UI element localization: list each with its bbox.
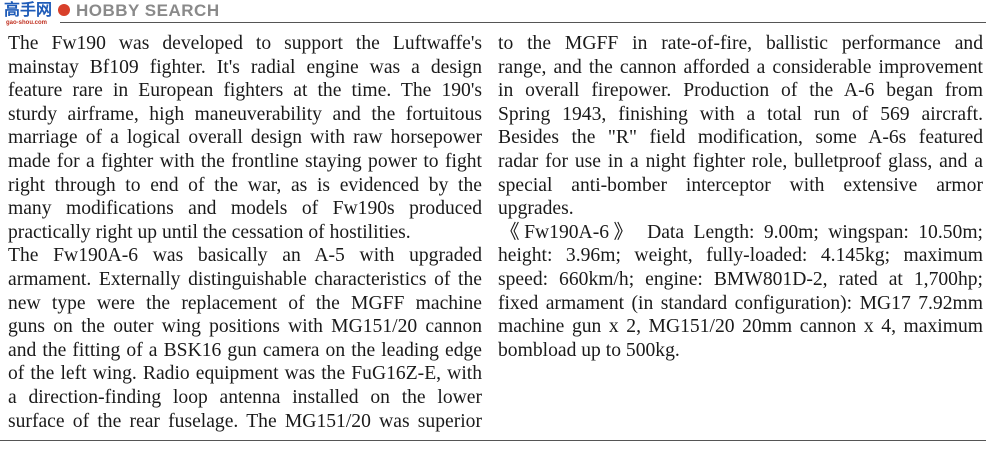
text-line: bombload up to 500kg. <box>498 339 680 361</box>
text-line: practically right up until the cessation… <box>8 221 411 243</box>
text-line: 《Fw190A-6》 Data Length: 9.00m; wingspan:… <box>500 221 983 243</box>
watermark-brand: HOBBY SEARCH <box>76 1 220 20</box>
text-line: feature rare in European fighters at the… <box>8 80 482 102</box>
text-line: radar for use in a night fighter role, b… <box>498 150 983 172</box>
text-line: height: 3.96m; weight, fully-loaded: 4.1… <box>498 245 983 267</box>
text-line: sturdy airframe, high maneuverability an… <box>8 103 482 125</box>
watermark-badge-icon <box>58 4 70 16</box>
text-line: range, and the cannon afforded a conside… <box>498 56 983 78</box>
text-line: right through to end of the war, as is e… <box>8 174 482 196</box>
text-line: of the left wing. Radio equipment was th… <box>8 363 482 385</box>
text-line: to the MGFF in rate-of-fire, ballistic p… <box>498 33 983 54</box>
text-line: Spring 1943, finishing with a total run … <box>498 103 983 125</box>
text-line: guns on the outer wing positions with MG… <box>8 316 482 338</box>
right-column: to the MGFF in rate-of-fire, ballistic p… <box>498 32 983 362</box>
text-line: a direction-finding loop antenna install… <box>8 386 482 408</box>
text-line: upgrades. <box>498 198 574 220</box>
text-line: The Fw190 was developed to support the L… <box>8 33 482 54</box>
text-line: surface of the rear fuselage. The MG151/… <box>8 410 482 432</box>
text-line: The Fw190A-6 was basically an A-5 with u… <box>8 245 482 267</box>
text-line: speed: 660km/h; engine: BMW801D-2, rated… <box>498 268 983 290</box>
text-line: special anti-bomber interceptor with ext… <box>498 174 983 196</box>
text-line: in overall firepower. Production of the … <box>498 80 983 102</box>
text-line: Besides the "R" field modification, some… <box>498 127 983 149</box>
text-line: marriage of a logical overall design wit… <box>8 127 482 149</box>
text-line: machine gun x 2, MG151/20 20mm cannon x … <box>498 316 983 338</box>
left-column: The Fw190 was developed to support the L… <box>8 32 482 433</box>
text-line: new type were the replacement of the MGF… <box>8 292 482 314</box>
watermark-logo: 高手网 HOBBY SEARCH gao-shou.com <box>2 0 219 27</box>
text-line: mainstay Bf109 fighter. It's radial engi… <box>8 56 482 78</box>
text-line: many modifications and models of Fw190s … <box>8 198 482 220</box>
watermark-overlay: 高手网 <box>4 0 53 19</box>
text-line: and the fitting of a BSK16 gun camera on… <box>8 339 482 361</box>
watermark-url: gao-shou.com <box>6 20 48 26</box>
text-line: made for a fighter with the frontline st… <box>8 150 482 172</box>
bottom-rule <box>0 440 986 441</box>
text-line: armament. Externally distinguishable cha… <box>8 268 482 290</box>
text-line: fixed armament (in standard configuratio… <box>498 292 983 314</box>
top-rule <box>60 22 986 23</box>
